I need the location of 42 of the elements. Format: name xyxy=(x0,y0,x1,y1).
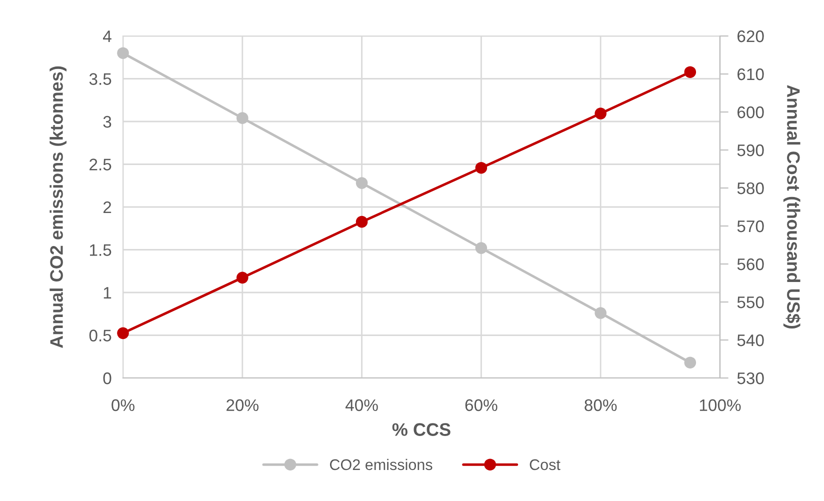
x-tick-label: 20% xyxy=(226,399,258,412)
y2-tick-label: 570 xyxy=(737,220,764,232)
y-tick-label: 3.5 xyxy=(89,73,112,85)
y-tick-label: 2 xyxy=(103,201,112,214)
y2-tick-label: 580 xyxy=(737,182,764,194)
y2-tick-label: 610 xyxy=(738,68,764,80)
y2-tick-label: 530 xyxy=(737,372,764,384)
point xyxy=(684,66,696,78)
y-tick-label: 4 xyxy=(103,30,112,42)
y2-tick-label: 600 xyxy=(738,106,764,118)
point xyxy=(594,307,607,319)
y-tick-label: 0.5 xyxy=(89,330,112,342)
point xyxy=(236,112,248,124)
y-tick-label: 2.5 xyxy=(90,158,112,170)
point xyxy=(475,162,488,174)
y-tick-label: 3 xyxy=(103,116,112,128)
x-tick-label: 0% xyxy=(112,399,134,412)
x-tick-label: 60% xyxy=(465,399,498,412)
point xyxy=(684,356,696,369)
y2-tick-label: 560 xyxy=(737,258,764,270)
y-tick-label: 0 xyxy=(103,372,112,384)
y2-tick-label: 620 xyxy=(738,30,764,42)
point xyxy=(236,272,248,284)
y2-tick-label: 540 xyxy=(737,334,764,346)
y-axis-title: Annual CO2 emissions (ktonnes) xyxy=(50,66,66,348)
point xyxy=(356,177,368,189)
y-tick-label: 1.5 xyxy=(90,244,112,256)
x-tick-label: 40% xyxy=(346,399,378,412)
y2-axis-title: Annual Cost (thousand US$) xyxy=(783,85,801,328)
point xyxy=(356,216,368,228)
y-tick-label: 1 xyxy=(104,287,112,299)
x-tick-label: 100% xyxy=(700,399,741,412)
y2-tick-label: 590 xyxy=(737,144,764,156)
legend-label: Cost xyxy=(530,459,560,470)
point xyxy=(117,327,129,340)
x-axis-title: % CCS xyxy=(392,423,450,436)
point xyxy=(475,242,488,254)
point xyxy=(594,108,607,120)
legend-label: CO2 emissions xyxy=(330,458,432,470)
x-tick-label: 80% xyxy=(584,399,617,412)
y2-tick-label: 550 xyxy=(737,296,764,308)
point xyxy=(117,47,129,60)
